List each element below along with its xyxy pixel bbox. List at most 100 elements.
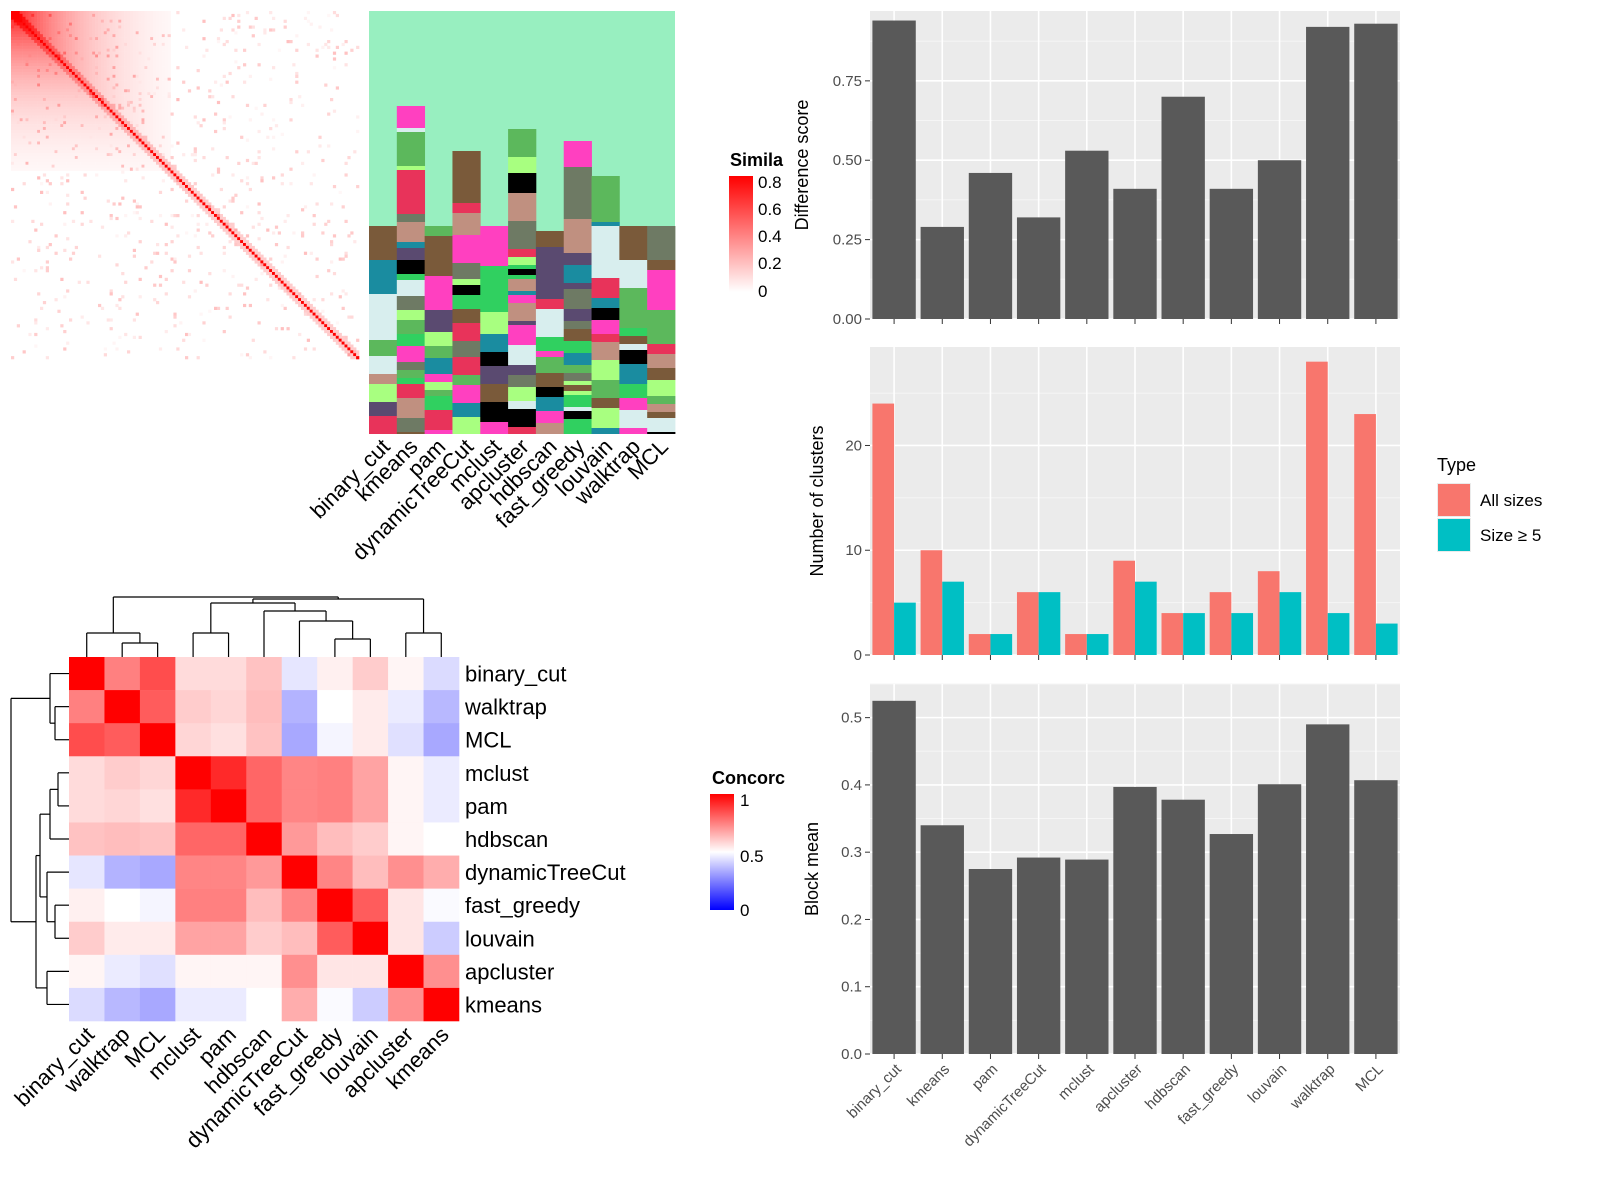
similarity-cell — [25, 83, 29, 87]
similarity-cell — [34, 22, 38, 26]
similarity-cell — [80, 167, 84, 171]
similarity-cell — [34, 103, 38, 107]
similarity-cell — [138, 31, 142, 35]
similarity-cell — [173, 312, 177, 316]
similarity-cell — [129, 144, 134, 148]
similarity-cell — [153, 153, 157, 157]
similarity-cell — [158, 129, 163, 134]
similarity-cell — [66, 106, 70, 110]
similarity-cell — [115, 57, 119, 61]
similarity-cell — [25, 37, 29, 41]
similarity-cell — [147, 77, 151, 81]
similarity-cell — [100, 54, 105, 58]
similarity-cell — [71, 11, 76, 15]
similarity-cell — [77, 129, 81, 134]
annotation-segment — [452, 295, 481, 309]
similarity-cell — [45, 54, 49, 58]
similarity-cell — [28, 57, 32, 61]
concordance-cell — [423, 888, 460, 923]
similarity-cell — [103, 115, 107, 119]
annotation-segment — [452, 151, 481, 203]
similarity-cell — [283, 25, 287, 29]
similarity-cell — [74, 161, 78, 165]
similarity-cell — [66, 237, 70, 241]
similarity-cell — [60, 150, 64, 154]
similarity-cell — [161, 153, 165, 157]
similarity-cell — [11, 156, 15, 160]
similarity-cell — [80, 69, 84, 73]
similarity-cell — [298, 295, 302, 299]
bar — [1354, 23, 1398, 320]
similarity-cell — [25, 22, 29, 26]
similarity-cell — [57, 74, 61, 78]
concordance-cell — [317, 888, 353, 923]
concordance-cell — [69, 954, 105, 989]
similarity-cell — [274, 277, 279, 281]
similarity-cell — [28, 98, 32, 102]
similarity-cell — [138, 69, 142, 73]
similarity-cell — [77, 19, 81, 23]
similarity-cell — [80, 315, 84, 319]
similarity-cell — [66, 45, 70, 49]
similarity-cell — [40, 222, 44, 226]
similarity-cell — [13, 112, 18, 116]
similarity-cell — [332, 109, 337, 113]
similarity-cell — [118, 150, 122, 154]
similarity-cell — [141, 112, 145, 116]
similarity-cell — [54, 89, 58, 93]
similarity-cell — [112, 57, 116, 61]
similarity-cell — [103, 66, 107, 70]
similarity-cell — [214, 214, 218, 218]
concordance-cell — [423, 921, 460, 956]
similarity-cell — [22, 103, 26, 107]
similarity-cell — [25, 141, 29, 145]
bar — [1161, 613, 1184, 655]
similarity-cell — [71, 121, 76, 125]
similarity-cell — [83, 92, 87, 96]
similarity-cell — [135, 124, 139, 128]
similarity-cell — [83, 121, 87, 125]
similarity-cell — [109, 40, 113, 44]
similarity-cell — [127, 350, 131, 354]
similarity-cell — [13, 37, 18, 41]
similarity-cell — [63, 222, 67, 226]
similarity-cell — [34, 156, 38, 160]
similarity-cell — [77, 22, 81, 26]
similarity-cell — [71, 22, 76, 26]
concordance-cell — [175, 987, 212, 1022]
similarity-cell — [121, 51, 125, 55]
similarity-cell — [164, 60, 168, 64]
similarity-cell — [106, 13, 110, 18]
similarity-cell — [25, 158, 29, 163]
similarity-cell — [135, 127, 139, 131]
similarity-cell — [63, 31, 67, 35]
similarity-cell — [167, 129, 171, 134]
similarity-cell — [19, 11, 23, 15]
similarity-cell — [245, 245, 250, 250]
similarity-cell — [135, 100, 139, 105]
similarity-cell — [115, 118, 119, 122]
similarity-cell — [222, 330, 226, 334]
similarity-cell — [147, 167, 151, 171]
similarity-cell — [51, 138, 55, 142]
similarity-cell — [112, 95, 116, 99]
similarity-cell — [161, 158, 165, 163]
similarity-cell — [167, 48, 171, 52]
similarity-cell — [309, 312, 313, 316]
similarity-cell — [28, 112, 32, 116]
similarity-cell — [69, 129, 73, 134]
similarity-cell — [251, 257, 255, 261]
similarity-cell — [127, 106, 131, 110]
similarity-cell — [11, 158, 15, 163]
similarity-cell — [22, 80, 26, 84]
similarity-cell — [69, 89, 73, 93]
similarity-cell — [129, 51, 134, 55]
similarity-cell — [199, 251, 203, 255]
similarity-cell — [69, 158, 73, 163]
similarity-cell — [138, 106, 142, 110]
similarity-cell — [48, 141, 52, 145]
similarity-cell — [100, 98, 105, 102]
similarity-cell — [86, 138, 90, 142]
similarity-cell — [118, 103, 122, 107]
similarity-cell — [115, 92, 119, 96]
